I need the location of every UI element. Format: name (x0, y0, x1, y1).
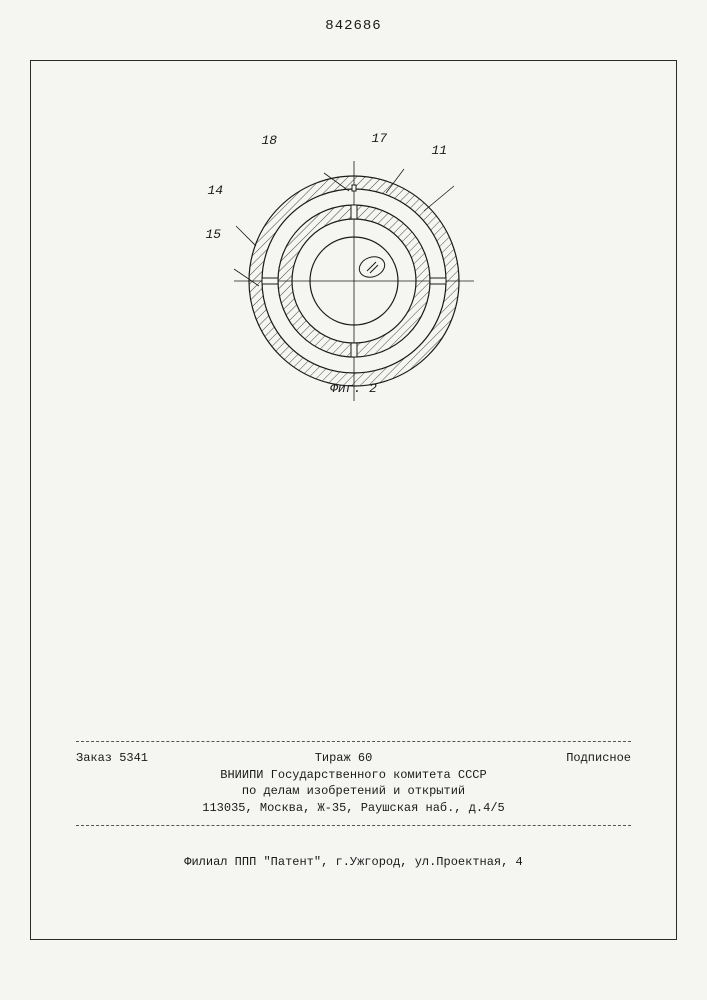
callout-15: 15 (206, 227, 222, 242)
callout-14: 14 (208, 183, 224, 198)
callout-11: 11 (432, 143, 448, 158)
figure-caption: Фиг. 2 (330, 381, 377, 396)
callout-18: 18 (262, 133, 278, 148)
publisher-line2: по делам изобретений и открытий (76, 783, 631, 800)
figure-2-diagram: 18 17 11 14 15 (214, 141, 494, 421)
publisher-address: 113035, Москва, Ж-35, Раушская наб., д.4… (76, 800, 631, 817)
print-run: Тираж 60 (176, 750, 511, 767)
imprint-block: Заказ 5341 Тираж 60 Подписное ВНИИПИ Гос… (76, 733, 631, 834)
branch-address: Филиал ППП "Патент", г.Ужгород, ул.Проек… (76, 855, 631, 869)
order-number: Заказ 5341 (76, 750, 176, 767)
subscription-mark: Подписное (511, 750, 631, 767)
page-frame: 18 17 11 14 15 Фиг. 2 Заказ 5341 Тираж 6… (30, 60, 677, 940)
callout-17: 17 (372, 131, 388, 146)
document-number: 842686 (325, 18, 381, 34)
publisher-line1: ВНИИПИ Государственного комитета СССР (76, 767, 631, 784)
